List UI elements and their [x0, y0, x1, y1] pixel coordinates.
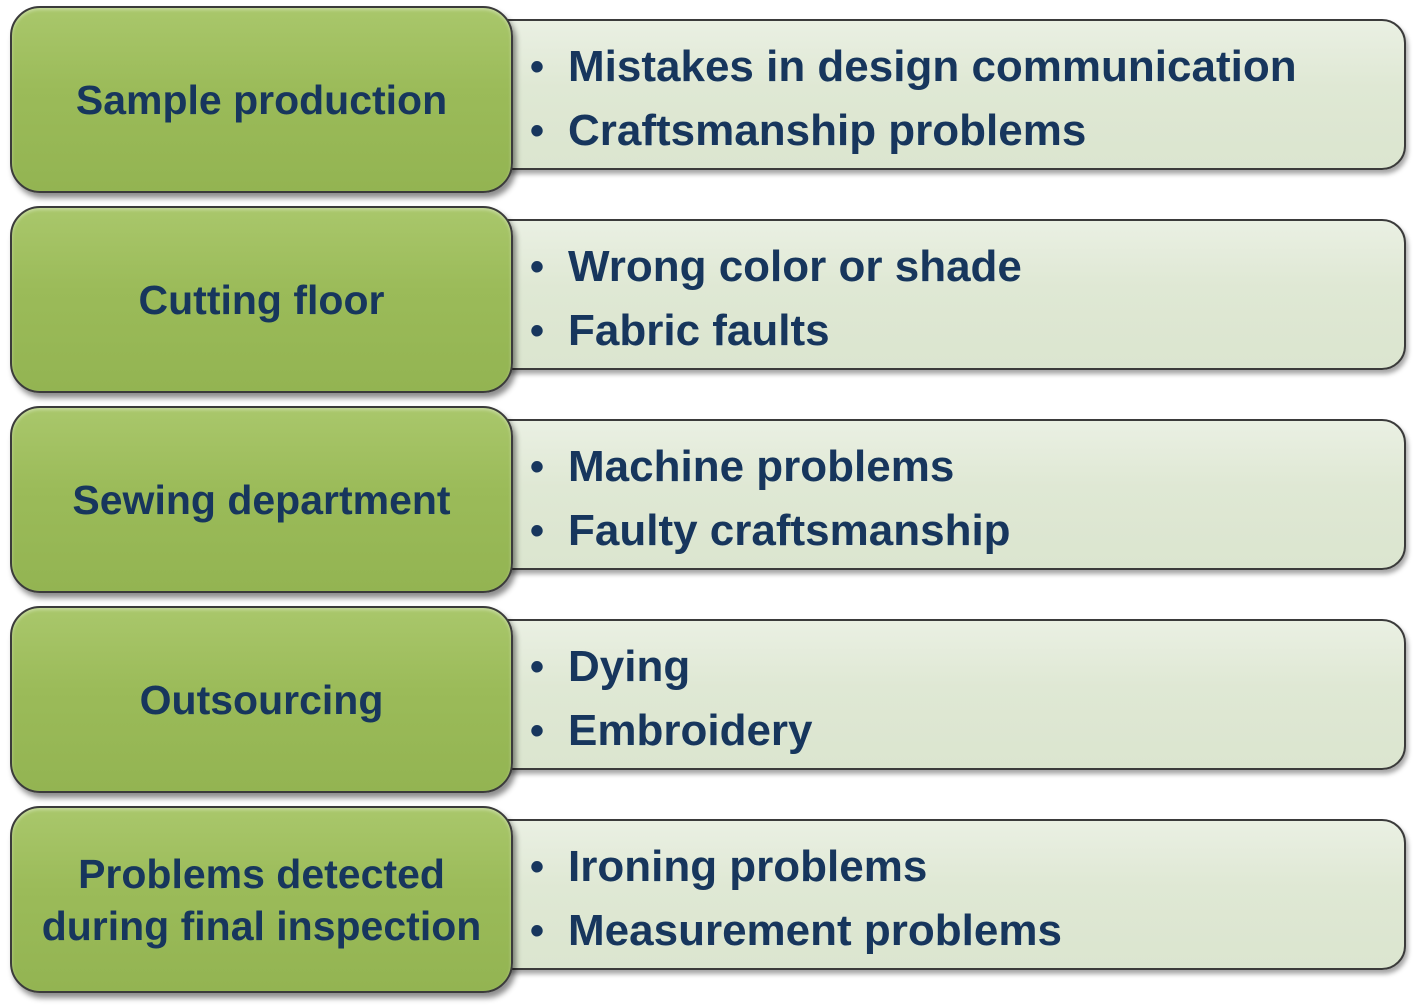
problem-text: Machine problems	[568, 442, 955, 491]
stage-label: Problems detected during final inspectio…	[41, 850, 482, 949]
problem-item: • Ironing problems	[530, 835, 1062, 899]
problem-item: • Dying	[530, 635, 813, 699]
problem-list: • Mistakes in design communication • Cra…	[530, 35, 1297, 163]
stage-label: Cutting floor	[138, 276, 385, 323]
problem-text: Fabric faults	[568, 306, 830, 355]
problem-text: Wrong color or shade	[568, 242, 1022, 291]
stage-row-outsourcing: • Dying • Embroidery Outsourcing	[0, 602, 1414, 798]
bullet-icon: •	[530, 445, 545, 489]
bullet-icon: •	[530, 509, 545, 553]
problem-list: • Ironing problems • Measurement problem…	[530, 835, 1062, 963]
problem-text: Ironing problems	[568, 842, 928, 891]
stage-row-sample-production: • Mistakes in design communication • Cra…	[0, 2, 1414, 198]
stage-box: Sewing department	[10, 406, 513, 593]
problem-item: • Fabric faults	[530, 299, 1022, 363]
problems-box: • Machine problems • Faulty craftsmanshi…	[478, 419, 1406, 570]
bullet-icon: •	[530, 245, 545, 289]
problem-item: • Mistakes in design communication	[530, 35, 1297, 99]
problem-text: Embroidery	[568, 706, 813, 755]
problem-text: Faulty craftsmanship	[568, 506, 1011, 555]
stage-box: Cutting floor	[10, 206, 513, 393]
stage-box: Outsourcing	[10, 606, 513, 793]
problem-text: Measurement problems	[568, 906, 1062, 955]
stage-row-sewing-department: • Machine problems • Faulty craftsmanshi…	[0, 402, 1414, 598]
problem-item: • Craftsmanship problems	[530, 99, 1297, 163]
problem-item: • Embroidery	[530, 699, 813, 763]
problems-box: • Dying • Embroidery	[478, 619, 1406, 770]
stage-box: Sample production	[10, 6, 513, 193]
problem-item: • Faulty craftsmanship	[530, 499, 1011, 563]
problem-list: • Dying • Embroidery	[530, 635, 813, 763]
problem-item: • Machine problems	[530, 435, 1011, 499]
bullet-icon: •	[530, 909, 545, 953]
problem-text: Craftsmanship problems	[568, 106, 1087, 155]
problem-item: • Measurement problems	[530, 899, 1062, 963]
bullet-icon: •	[530, 45, 545, 89]
problems-box: • Mistakes in design communication • Cra…	[478, 19, 1406, 170]
bullet-icon: •	[530, 309, 545, 353]
problem-item: • Wrong color or shade	[530, 235, 1022, 299]
stage-label: Outsourcing	[139, 676, 384, 723]
bullet-icon: •	[530, 645, 545, 689]
stage-label: Sample production	[75, 76, 448, 123]
stage-row-cutting-floor: • Wrong color or shade • Fabric faults C…	[0, 202, 1414, 398]
stage-row-final-inspection: • Ironing problems • Measurement problem…	[0, 802, 1414, 998]
bullet-icon: •	[530, 109, 545, 153]
problem-list: • Machine problems • Faulty craftsmanshi…	[530, 435, 1011, 563]
problem-text: Dying	[568, 642, 691, 691]
problem-text: Mistakes in design communication	[568, 42, 1297, 91]
problems-box: • Wrong color or shade • Fabric faults	[478, 219, 1406, 370]
stage-box: Problems detected during final inspectio…	[10, 806, 513, 993]
problems-box: • Ironing problems • Measurement problem…	[478, 819, 1406, 970]
stage-label: Sewing department	[72, 476, 451, 523]
bullet-icon: •	[530, 845, 545, 889]
bullet-icon: •	[530, 709, 545, 753]
problem-list: • Wrong color or shade • Fabric faults	[530, 235, 1022, 363]
